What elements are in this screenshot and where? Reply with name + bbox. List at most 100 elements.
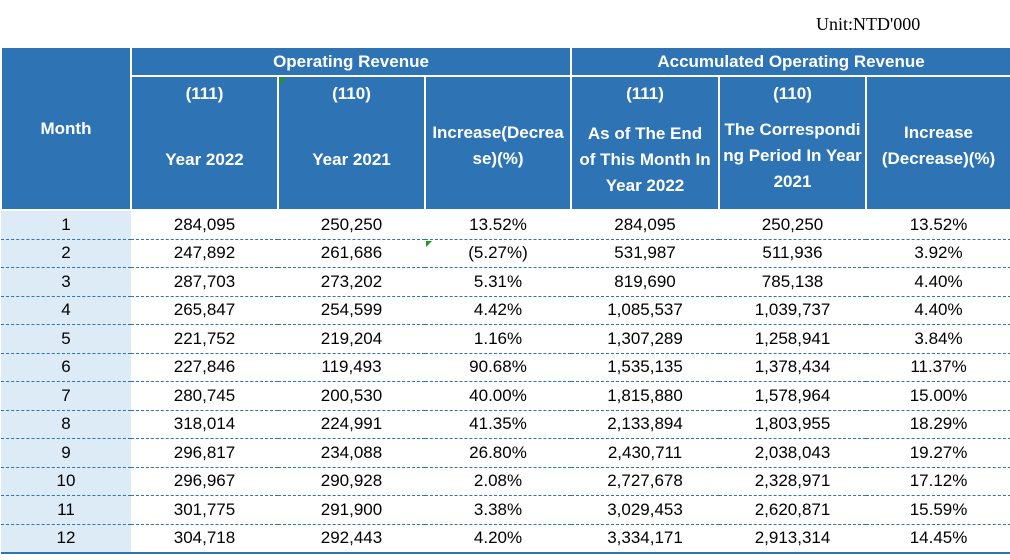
table-row: 8 318,014 224,991 41.35% 2,133,894 1,803,955 1… [1, 410, 1010, 439]
month-cell: 7 [1, 381, 131, 411]
table-row: 7 280,745 200,530 40.00% 1,815,880 1,578,964 1… [1, 381, 1010, 411]
table-row: 9 296,817 234,088 26.80% 2,430,711 2,038,043 1… [1, 438, 1010, 468]
year-2021-cell: 250,250 [278, 210, 425, 240]
as-of-end-2022-cell: 284,095 [571, 210, 720, 240]
corresponding-period-2021-cell: 511,936 [719, 239, 867, 268]
corresponding-period-2021-cell: 2,620,871 [719, 495, 867, 525]
as-of-end-2022-cell: 2,133,894 [571, 410, 720, 439]
year-2022-code: (111) [185, 84, 224, 103]
increase-decrease-cell: 26.80% [425, 438, 572, 468]
month-cell: 6 [1, 353, 131, 382]
as-of-end-2022-label: As of The End of This Month In Year 2022 [579, 124, 711, 195]
table-row: 1 284,095 250,250 13.52% 284,095 250,250 13.52… [1, 210, 1010, 240]
accumulated-increase-decrease-cell: 11.37% [866, 353, 1010, 382]
increase-decrease-cell: (5.27%) [425, 239, 572, 268]
as-of-end-2022-header: (111) As of The End of This Month In Yea… [570, 75, 721, 211]
accumulated-increase-decrease-cell: 17.12% [866, 467, 1010, 496]
year-2021-cell: 292,443 [278, 524, 425, 554]
year-2021-cell: 273,202 [278, 267, 425, 297]
accumulated-increase-decrease-cell: 15.00% [866, 381, 1010, 411]
year-2022-cell: 296,967 [131, 467, 278, 496]
year-2022-cell: 265,847 [131, 296, 278, 325]
increase-decrease-label: Increase(Decrease)(%) [432, 123, 564, 168]
corresponding-period-2021-cell: 1,803,955 [719, 410, 867, 439]
accumulated-increase-decrease-cell: 3.84% [866, 324, 1010, 354]
corresponding-period-2021-cell: 1,039,737 [719, 296, 867, 325]
table-row: 12 304,718 292,443 4.20% 3,334,171 2,913,314 1… [1, 524, 1010, 554]
month-cell: 4 [1, 296, 131, 325]
month-cell: 10 [1, 467, 131, 496]
increase-decrease-cell: 4.20% [425, 524, 572, 554]
year-2022-cell: 296,817 [131, 438, 278, 468]
year-2021-code: (110) [332, 84, 371, 103]
accumulated-increase-decrease-cell: 4.40% [866, 296, 1010, 325]
month-cell: 5 [1, 324, 131, 354]
increase-decrease-cell: 2.08% [425, 467, 572, 496]
table-row: 6 227,846 119,493 90.68% 1,535,135 1,378,434 1… [1, 353, 1010, 382]
year-2022-cell: 280,745 [131, 381, 278, 411]
accumulated-increase-decrease-header: Increase (Decrease)(%) [865, 75, 1010, 211]
year-2022-header: (111) Year 2022 [130, 75, 279, 211]
month-cell: 1 [1, 210, 131, 240]
as-of-end-2022-cell: 2,430,711 [571, 438, 720, 468]
operating-revenue-table: Month Operating Revenue Accumulated Oper… [0, 46, 1010, 554]
increase-decrease-cell: 90.68% [425, 353, 572, 382]
year-2022-cell: 284,095 [131, 210, 278, 240]
year-2022-label: Year 2022 [165, 150, 244, 169]
year-2021-cell: 219,204 [278, 324, 425, 354]
as-of-end-2022-code: (111) [626, 84, 664, 103]
table-row: 5 221,752 219,204 1.16% 1,307,289 1,258,941 3.… [1, 324, 1010, 354]
accumulated-increase-decrease-cell: 4.40% [866, 267, 1010, 297]
table-row: 4 265,847 254,599 4.42% 1,085,537 1,039,737 4.… [1, 296, 1010, 325]
year-2021-label: Year 2021 [312, 150, 391, 169]
as-of-end-2022-cell: 1,535,135 [571, 353, 720, 382]
increase-decrease-cell: 40.00% [425, 381, 572, 411]
accumulated-increase-decrease-cell: 19.27% [866, 438, 1010, 468]
accumulated-increase-decrease-cell: 13.52% [866, 210, 1010, 240]
year-2022-cell: 287,703 [131, 267, 278, 297]
month-cell: 9 [1, 438, 131, 468]
corresponding-period-2021-code: (110) [773, 84, 812, 103]
increase-decrease-cell: 3.38% [425, 495, 572, 525]
year-2022-cell: 227,846 [131, 353, 278, 382]
year-2022-cell: 221,752 [131, 324, 278, 354]
accumulated-increase-decrease-cell: 18.29% [866, 410, 1010, 439]
year-2021-cell: 200,530 [278, 381, 425, 411]
corresponding-period-2021-cell: 2,913,314 [719, 524, 867, 554]
unit-label: Unit:NTD'000 [816, 14, 921, 34]
year-2021-cell: 290,928 [278, 467, 425, 496]
increase-decrease-cell: 4.42% [425, 296, 572, 325]
year-2021-header: (110) Year 2021 [277, 75, 426, 211]
table-row: 3 287,703 273,202 5.31% 819,690 785,138 4.40% [1, 267, 1010, 297]
as-of-end-2022-cell: 531,987 [571, 239, 720, 268]
as-of-end-2022-cell: 2,727,678 [571, 467, 720, 496]
accumulated-increase-decrease-cell: 15.59% [866, 495, 1010, 525]
year-2021-cell: 224,991 [278, 410, 425, 439]
as-of-end-2022-cell: 3,029,453 [571, 495, 720, 525]
increase-decrease-header: Increase(Decrease)(%) [423, 75, 573, 211]
corresponding-period-2021-label: The Corresponding Period In Year 2021 [723, 120, 862, 191]
corresponding-period-2021-cell: 250,250 [719, 210, 867, 240]
corresponding-period-2021-header: (110) The Corresponding Period In Year 2… [718, 75, 868, 211]
increase-decrease-cell: 1.16% [425, 324, 572, 354]
corresponding-period-2021-cell: 2,328,971 [719, 467, 867, 496]
month-cell: 12 [1, 524, 131, 554]
year-2022-cell: 247,892 [131, 239, 278, 268]
corresponding-period-2021-cell: 1,258,941 [719, 324, 867, 354]
accumulated-revenue-header: Accumulated Operating Revenue [570, 46, 1010, 77]
corresponding-period-2021-cell: 2,038,043 [719, 438, 867, 468]
as-of-end-2022-cell: 1,085,537 [571, 296, 720, 325]
increase-decrease-cell: 41.35% [425, 410, 572, 439]
month-cell: 3 [1, 267, 131, 297]
corresponding-period-2021-cell: 1,378,434 [719, 353, 867, 382]
as-of-end-2022-cell: 3,334,171 [571, 524, 720, 554]
month-cell: 2 [1, 239, 131, 268]
accumulated-increase-decrease-cell: 3.92% [866, 239, 1010, 268]
increase-decrease-cell: 13.52% [425, 210, 572, 240]
year-2022-cell: 318,014 [131, 410, 278, 439]
cell-comment-marker-icon [280, 78, 286, 84]
year-2021-cell: 261,686 [278, 239, 425, 268]
year-2021-cell: 254,599 [278, 296, 425, 325]
increase-decrease-cell: 5.31% [425, 267, 572, 297]
table-row: 2 247,892 261,686 (5.27%) 531,987 511,936 3.92… [1, 239, 1010, 268]
